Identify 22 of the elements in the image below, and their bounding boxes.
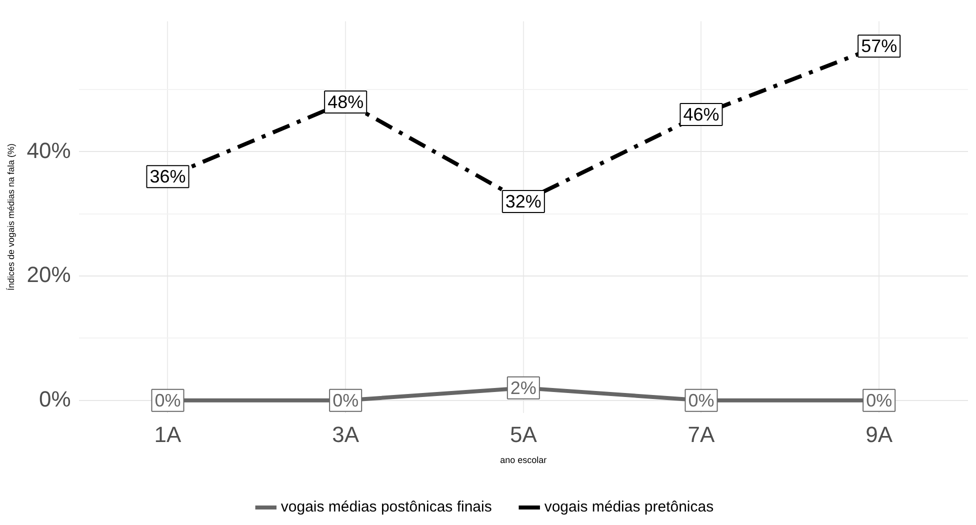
- data-label: 2%: [510, 378, 536, 398]
- data-label: 48%: [328, 92, 364, 112]
- data-label: 0%: [866, 390, 892, 410]
- data-label: 36%: [150, 166, 186, 187]
- data-label: 46%: [683, 104, 720, 124]
- legend-label: vogais médias postônicas finais: [280, 498, 492, 516]
- data-label: 0%: [332, 390, 359, 410]
- y-axis-title: Índices de vogais médias na fala (%): [6, 143, 16, 291]
- data-label: 0%: [688, 390, 714, 410]
- x-tick-label: 5A: [510, 422, 538, 448]
- data-label: 57%: [861, 36, 898, 56]
- x-tick-label: 1A: [154, 422, 182, 448]
- x-tick-label: 7A: [688, 422, 716, 448]
- y-tick-label: 40%: [26, 138, 71, 163]
- x-tick-label: 9A: [866, 422, 893, 448]
- data-label: 0%: [154, 390, 181, 410]
- data-label: 32%: [505, 191, 542, 212]
- y-tick-label: 0%: [39, 386, 71, 412]
- x-axis-title: ano escolar: [500, 455, 547, 466]
- y-tick-label: 20%: [26, 262, 71, 288]
- x-tick-label: 3A: [332, 422, 360, 448]
- legend-label: vogais médias pretônicas: [544, 498, 714, 516]
